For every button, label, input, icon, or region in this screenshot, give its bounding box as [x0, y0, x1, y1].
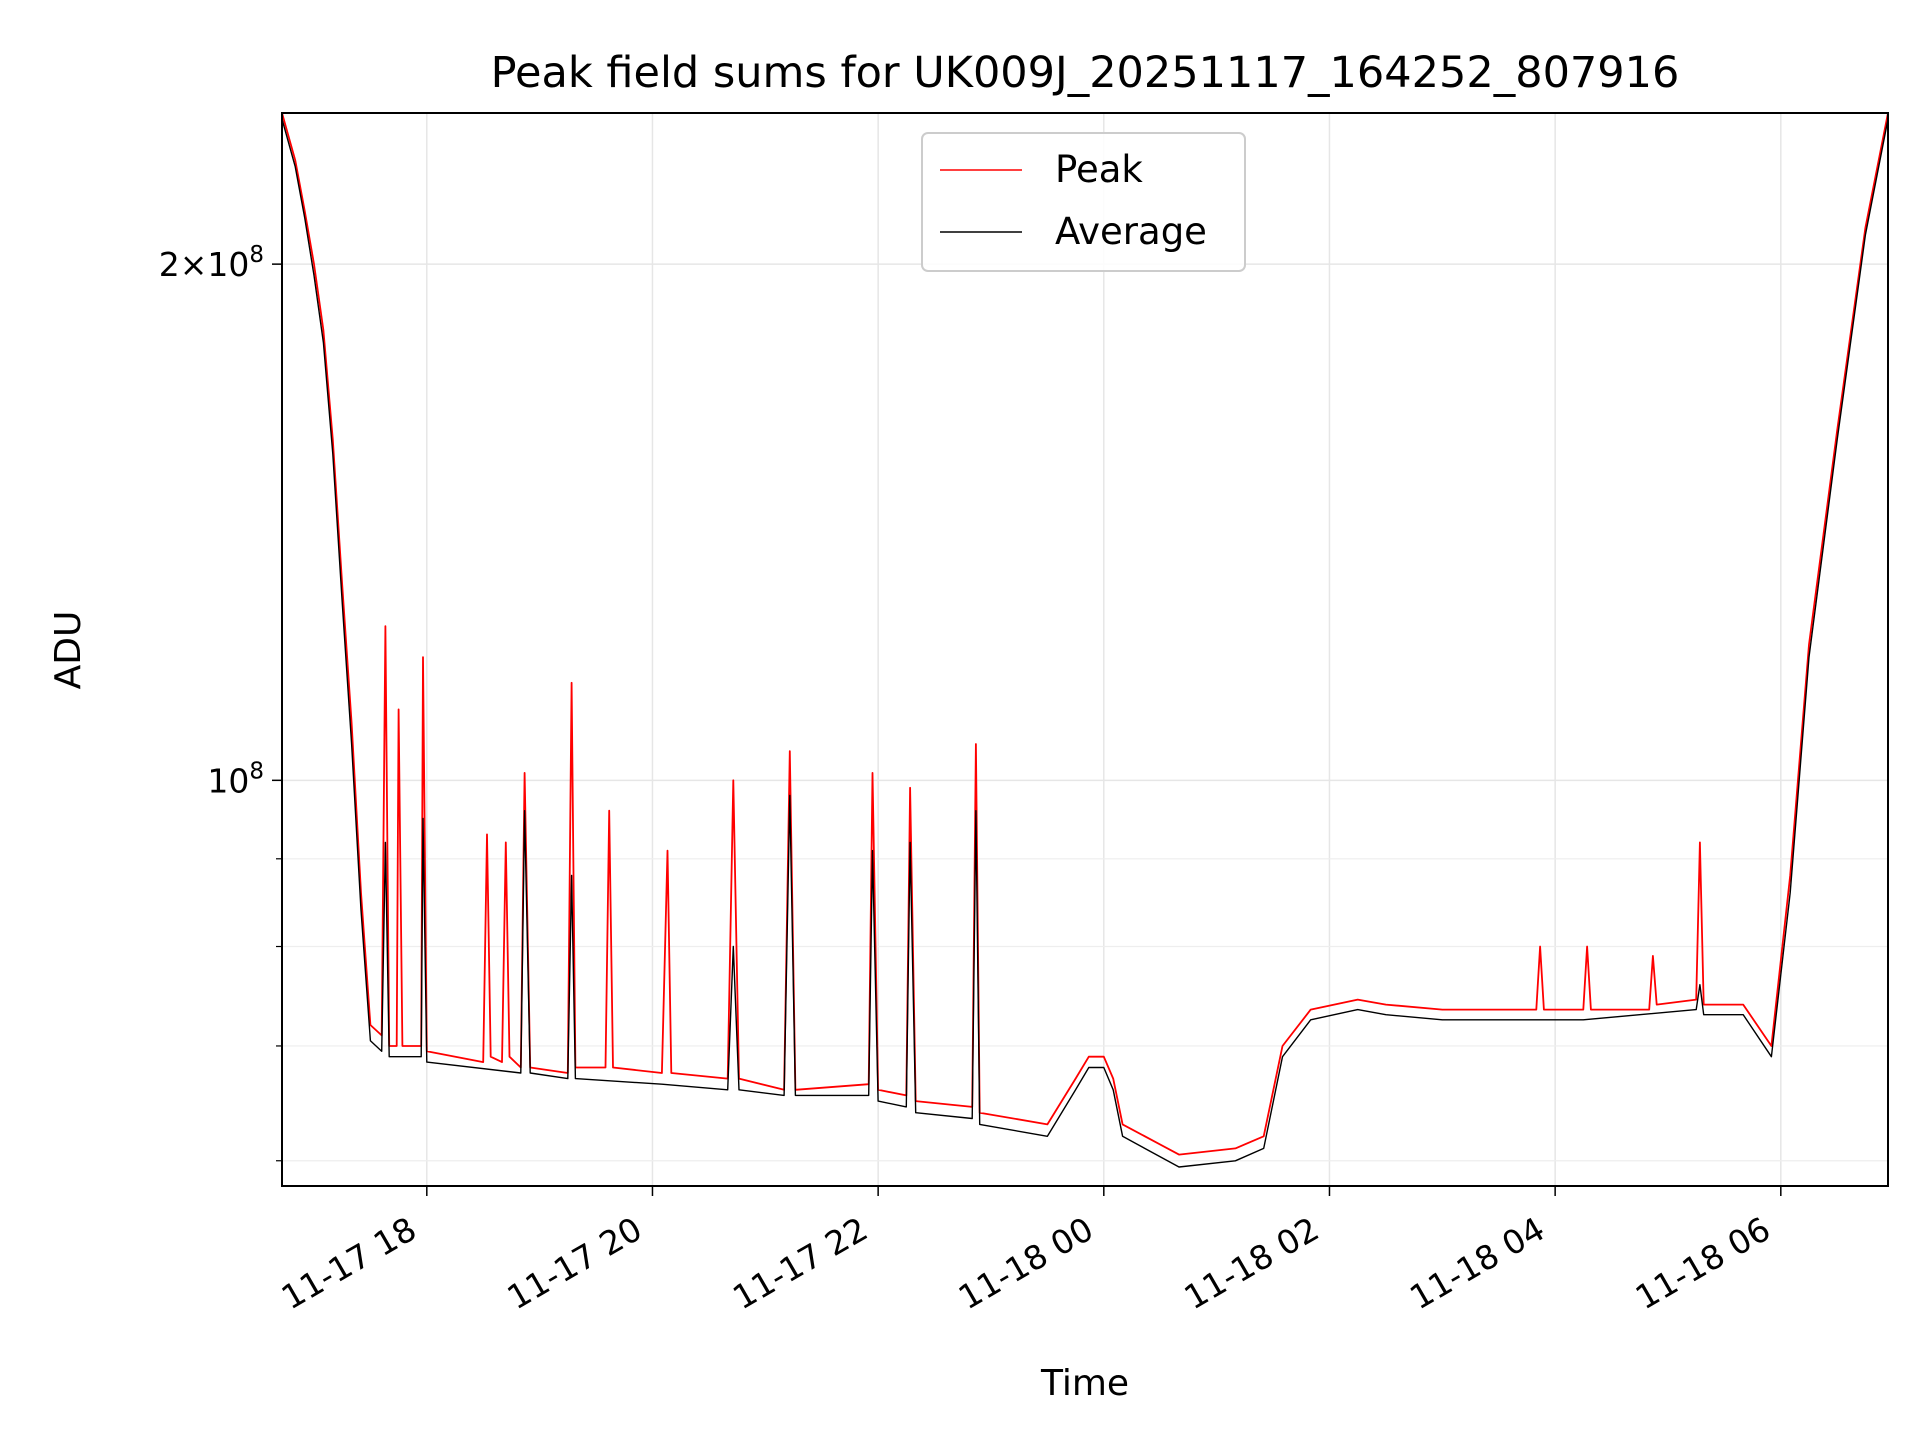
legend-box [921, 132, 1246, 272]
chart-title: Peak field sums for UK009J_20251117_1642… [491, 48, 1680, 98]
y-tick-label: 2×108 [159, 242, 264, 284]
x-tick-label: 11-18 00 [952, 1209, 1100, 1317]
legend-label-peak: Peak [1055, 148, 1143, 191]
legend: Peak Average [921, 132, 1246, 272]
y-axis-ticks: 2×108 108 [159, 242, 282, 1162]
plot-area [282, 113, 1888, 1168]
x-tick-label: 11-18 04 [1403, 1209, 1551, 1317]
grid-lines [282, 113, 1888, 1186]
axes-frame [281, 112, 1889, 1187]
x-axis-label: Time [1040, 1363, 1129, 1404]
x-tick-label: 11-18 02 [1177, 1209, 1325, 1317]
x-tick-label: 11-17 20 [500, 1209, 648, 1317]
x-tick-label: 11-17 22 [726, 1209, 874, 1317]
series-line-average [282, 118, 1888, 1168]
x-tick-label: 11-18 06 [1629, 1209, 1777, 1317]
y-axis-label: ADU [48, 611, 89, 690]
y-tick-label: 108 [207, 758, 264, 800]
legend-label-average: Average [1055, 210, 1207, 253]
x-axis-ticks: 11-17 18 11-17 20 11-17 22 11-18 00 11-18 02… [275, 1186, 1782, 1317]
x-tick-label: 11-17 18 [275, 1209, 423, 1317]
